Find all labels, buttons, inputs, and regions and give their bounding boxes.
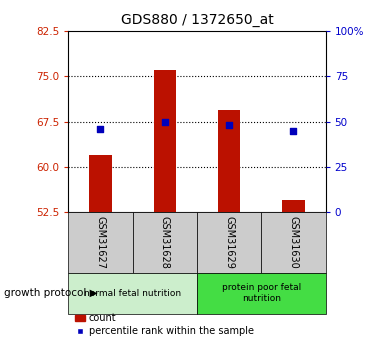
Bar — [154, 70, 176, 212]
Bar — [89, 155, 112, 212]
Text: growth protocol ▶: growth protocol ▶ — [4, 288, 98, 298]
Point — [98, 126, 104, 132]
Title: GDS880 / 1372650_at: GDS880 / 1372650_at — [121, 13, 273, 27]
Text: GSM31629: GSM31629 — [224, 216, 234, 269]
Point — [226, 122, 232, 128]
Text: GSM31630: GSM31630 — [289, 216, 298, 269]
Point — [290, 128, 296, 134]
Text: normal fetal nutrition: normal fetal nutrition — [84, 289, 181, 298]
Text: protein poor fetal
nutrition: protein poor fetal nutrition — [222, 283, 301, 303]
Point — [161, 119, 168, 124]
Legend: count, percentile rank within the sample: count, percentile rank within the sample — [71, 309, 257, 340]
Text: GSM31627: GSM31627 — [96, 216, 105, 269]
Bar — [218, 110, 240, 212]
Text: GSM31628: GSM31628 — [160, 216, 170, 269]
Bar — [282, 200, 305, 212]
